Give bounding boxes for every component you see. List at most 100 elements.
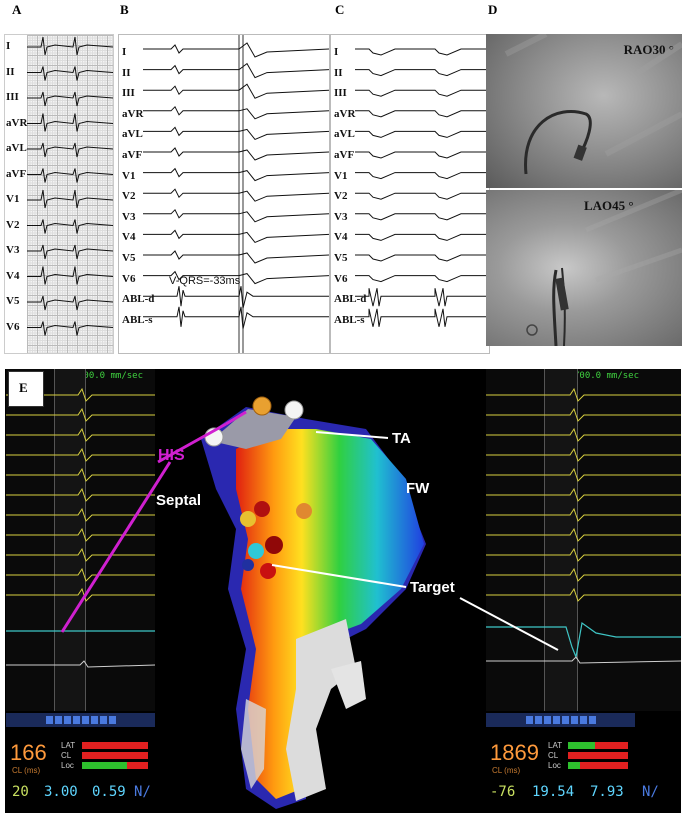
panel-label-e-box [8, 371, 44, 407]
catheter-lao [526, 190, 682, 346]
left-bi-value: 0.59 [92, 784, 126, 800]
egm-trace [486, 547, 681, 562]
right-lat-value: -76 [490, 784, 516, 800]
egm-trace [6, 487, 155, 502]
egm-trace [486, 507, 681, 522]
ta-label: TA [392, 430, 411, 447]
lead-label: III [334, 87, 347, 100]
ecg-trace [355, 89, 489, 97]
ablation-marker-4 [265, 536, 283, 554]
panel-label-a: A [12, 2, 22, 17]
left-imp-value: N/ [134, 784, 151, 800]
ecg-traces-c [355, 48, 489, 327]
left-cl-row-label: CL [61, 751, 72, 760]
egm-trace [6, 547, 155, 562]
egm-trace [6, 467, 155, 482]
left-scrollbar[interactable] [6, 713, 155, 727]
lead-label: V2 [122, 190, 136, 203]
ecg-trace [143, 306, 329, 329]
left-scroll-thumb[interactable] [46, 716, 116, 724]
lead-label: V3 [6, 244, 20, 256]
egm-trace [486, 567, 681, 582]
left-cl-value: 166 [10, 740, 47, 765]
right-scrollbar[interactable] [486, 713, 635, 727]
egm-trace [486, 621, 681, 660]
ecg-trace [143, 105, 329, 120]
ecg-trace [143, 188, 329, 202]
ecg-trace [143, 229, 329, 244]
right-readout: 1869 CL (ms) LAT CL Loc -76 19.54 7.93 N… [486, 738, 681, 812]
left-loc-bar [82, 762, 148, 769]
lead-label: V5 [334, 252, 348, 264]
right-loc-row-label: Loc [548, 761, 561, 770]
ecg-trace [27, 91, 113, 107]
fluoro-rao-label: RAO30 ° [623, 42, 674, 57]
egm-trace [486, 467, 681, 482]
lead-label: V6 [122, 272, 136, 285]
lead-label: V3 [334, 210, 348, 223]
right-lat-bar [568, 742, 628, 749]
left-lat-row-label: LAT [61, 741, 76, 750]
ecg-trace [355, 69, 489, 77]
ecg-trace [143, 250, 329, 264]
lead-label: V4 [122, 231, 136, 244]
ecg-trace [27, 36, 113, 56]
lead-label: V4 [6, 269, 20, 282]
ecg-trace [27, 295, 113, 311]
egm-trace [6, 660, 155, 668]
ecg-trace [143, 270, 329, 285]
ecg-trace [355, 254, 489, 262]
egm-trace [486, 387, 681, 402]
his-marker-white-1 [204, 427, 224, 447]
ecg-trace [27, 189, 113, 209]
right-cl-value: 1869 [490, 740, 539, 765]
ecg-trace [355, 110, 489, 118]
ecg-trace [143, 208, 329, 223]
ecg-trace [143, 286, 329, 309]
ecg-trace [27, 142, 113, 158]
lead-label: ABL-d [334, 293, 367, 306]
right-speed-label: Y00.0 mm/sec [574, 371, 640, 381]
ecg-trace [355, 275, 489, 283]
left-loc-row-label: Loc [61, 761, 74, 770]
lead-label: aVF [6, 167, 27, 180]
ecg-trace [143, 126, 329, 141]
panel-c-ecg [330, 34, 490, 354]
lead-label: aVF [334, 149, 355, 161]
right-lat-row-label: LAT [548, 741, 563, 750]
lead-label: V2 [6, 218, 20, 231]
lead-label: V3 [122, 210, 136, 223]
ablation-marker-2 [296, 503, 312, 519]
right-scroll-thumb[interactable] [526, 716, 596, 724]
ecg-trace [143, 83, 329, 99]
right-uni-value: 19.54 [532, 784, 575, 800]
target-label: Target [410, 579, 455, 596]
lead-label: aVR [122, 107, 144, 120]
panel-a-ecg [4, 34, 114, 354]
egm-trace [486, 427, 681, 442]
lead-label: aVL [334, 128, 355, 141]
egm-trace [6, 507, 155, 522]
ablation-marker-5 [248, 543, 264, 559]
egm-trace [6, 447, 155, 462]
ecg-trace [355, 151, 489, 159]
right-cl-unit: CL (ms) [492, 766, 521, 775]
ecg-traces-b [143, 35, 329, 353]
lead-label: II [6, 65, 15, 78]
egm-trace [486, 407, 681, 422]
right-cl-row-label: CL [548, 751, 559, 760]
lead-label: V1 [334, 169, 348, 182]
ablation-marker-1 [254, 501, 270, 517]
fw-label: FW [406, 480, 430, 497]
egm-trace [486, 487, 681, 502]
ecg-trace [27, 219, 113, 234]
ecg-trace [27, 113, 113, 132]
left-egm-traces [6, 387, 155, 668]
lead-label: III [122, 87, 135, 100]
left-cl-bar [82, 752, 148, 759]
ecg-trace [355, 233, 489, 241]
ecg-trace [27, 168, 113, 183]
lead-label: V6 [6, 320, 20, 333]
ecg-trace [143, 62, 329, 79]
lead-label: aVL [122, 128, 143, 141]
